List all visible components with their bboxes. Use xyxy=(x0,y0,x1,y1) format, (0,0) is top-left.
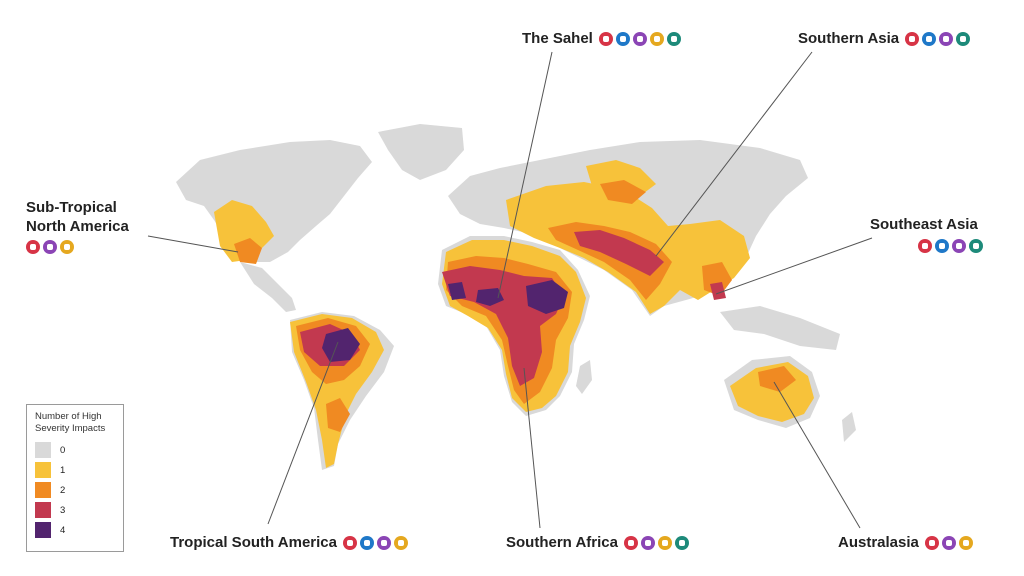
legend-swatch xyxy=(35,482,51,498)
leader-line-southern-asia xyxy=(655,51,813,257)
impact-icons xyxy=(924,535,973,550)
region-name: Sub-Tropical North America xyxy=(26,199,129,235)
flood-icon xyxy=(360,535,374,550)
legend-item-4: 4 xyxy=(35,520,115,540)
leader-line-southern-africa xyxy=(523,367,541,529)
leader-line-north-america xyxy=(147,235,239,253)
land-north-america xyxy=(176,140,372,262)
land-greenland xyxy=(378,124,464,180)
region-name: Australasia xyxy=(838,534,919,551)
leader-line-australasia xyxy=(773,381,861,529)
region-sub-tropical-north-america: Sub-Tropical North America xyxy=(26,198,156,259)
impact-icons xyxy=(26,240,74,254)
impact-icons xyxy=(918,239,983,253)
impact-icons xyxy=(905,31,971,46)
legend-item-1: 1 xyxy=(35,460,115,480)
region-name: The Sahel xyxy=(522,30,593,47)
legend-item-2: 2 xyxy=(35,480,115,500)
heat-icon xyxy=(905,31,920,46)
crop-icon xyxy=(956,31,971,46)
drought-icon xyxy=(649,31,664,46)
drought-icon xyxy=(958,535,973,550)
region-tropical-south-america: Tropical South America xyxy=(170,534,408,551)
legend-label: 0 xyxy=(60,444,66,456)
region-southern-africa: Southern Africa xyxy=(506,534,689,551)
fire-icon xyxy=(952,239,966,253)
legend-item-0: 0 xyxy=(35,440,115,460)
drought-icon xyxy=(60,240,74,254)
legend-title: Number of High Severity Impacts xyxy=(35,411,106,434)
land-madagascar xyxy=(576,360,592,394)
impact-icons xyxy=(343,535,408,550)
legend-label: 4 xyxy=(60,524,66,536)
legend-swatch xyxy=(35,442,51,458)
heat-icon xyxy=(924,535,939,550)
impact-icons xyxy=(623,535,689,550)
land-new-zealand xyxy=(842,412,856,442)
legend-label: 1 xyxy=(60,464,66,476)
crop-icon xyxy=(674,535,689,550)
land-central-america xyxy=(240,262,296,312)
region-name: Tropical South America xyxy=(170,534,337,551)
heat-icon xyxy=(623,535,638,550)
leader-lines xyxy=(147,51,873,529)
heat-icon xyxy=(26,240,40,254)
flood-icon xyxy=(935,239,949,253)
region-sahel: The Sahel xyxy=(522,30,681,47)
drought-icon xyxy=(394,535,408,550)
flood-icon xyxy=(615,31,630,46)
heat-icon xyxy=(918,239,932,253)
fire-icon xyxy=(939,31,954,46)
legend-label: 3 xyxy=(60,504,66,516)
leader-line-southeast-asia xyxy=(715,237,873,295)
fire-icon xyxy=(632,31,647,46)
drought-icon xyxy=(657,535,672,550)
legend-swatch xyxy=(35,522,51,538)
crop-icon xyxy=(969,239,983,253)
region-name: Southern Asia xyxy=(798,30,900,47)
map-legend: Number of High Severity Impacts 0 1 2 3 … xyxy=(26,404,124,552)
fire-icon xyxy=(43,240,57,254)
leader-line-sahel xyxy=(497,51,553,299)
legend-label: 2 xyxy=(60,484,66,496)
impact-level-4 xyxy=(322,280,568,362)
crop-icon xyxy=(666,31,681,46)
land-se-asia-islands xyxy=(720,306,840,350)
legend-item-3: 3 xyxy=(35,500,115,520)
flood-icon xyxy=(922,31,937,46)
fire-icon xyxy=(377,535,391,550)
region-southeast-asia: Southeast Asia xyxy=(870,216,983,257)
heat-icon xyxy=(343,535,357,550)
heat-icon xyxy=(598,31,613,46)
legend-swatch xyxy=(35,502,51,518)
region-australasia: Australasia xyxy=(838,534,973,551)
region-southern-asia: Southern Asia xyxy=(798,30,971,47)
fire-icon xyxy=(941,535,956,550)
impact-icons xyxy=(598,31,681,46)
fire-icon xyxy=(640,535,655,550)
leader-line-south-america xyxy=(267,341,339,525)
legend-swatch xyxy=(35,462,51,478)
region-name: Southern Africa xyxy=(506,534,618,551)
region-name: Southeast Asia xyxy=(870,216,978,233)
